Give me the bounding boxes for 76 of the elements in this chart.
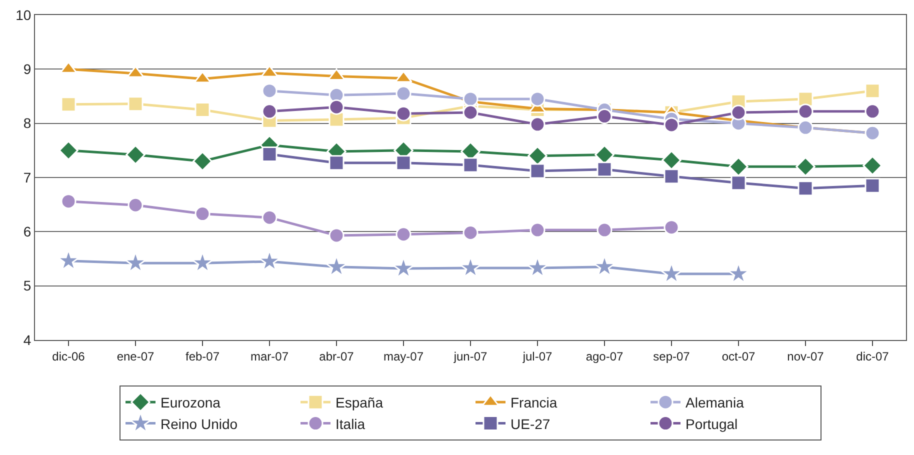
y-tick-label: 5 bbox=[23, 278, 32, 294]
legend-label: UE-27 bbox=[510, 416, 550, 432]
point bbox=[664, 117, 680, 133]
legend-label: Portugal bbox=[686, 416, 738, 432]
point bbox=[60, 96, 76, 112]
point bbox=[864, 83, 880, 99]
point bbox=[262, 210, 278, 226]
point bbox=[728, 156, 748, 177]
point bbox=[328, 99, 344, 115]
point bbox=[328, 112, 344, 128]
point bbox=[798, 104, 814, 120]
legend-label: Francia bbox=[510, 394, 558, 411]
point bbox=[192, 151, 212, 172]
point bbox=[862, 156, 882, 176]
x-tick-label: jun-07 bbox=[452, 349, 488, 364]
point bbox=[596, 162, 612, 178]
y-tick-label: 10 bbox=[16, 6, 32, 23]
x-tick-label: mar-07 bbox=[250, 349, 289, 364]
y-tick-label: 9 bbox=[23, 61, 32, 78]
point bbox=[262, 83, 278, 99]
point bbox=[194, 102, 210, 118]
x-tick-label: may-07 bbox=[383, 349, 424, 364]
x-tick-label: nov-07 bbox=[787, 349, 824, 364]
y-tick-label: 6 bbox=[23, 224, 32, 240]
point bbox=[664, 168, 680, 184]
x-tick-label: oct-07 bbox=[722, 349, 756, 364]
point bbox=[864, 178, 880, 194]
x-tick-label: sep-07 bbox=[653, 349, 690, 364]
legend-label: Eurozona bbox=[160, 394, 221, 411]
point bbox=[530, 91, 546, 107]
legend-label: Italia bbox=[336, 416, 366, 432]
point bbox=[730, 104, 746, 120]
x-tick-label: feb-07 bbox=[185, 349, 220, 364]
point bbox=[798, 120, 814, 136]
point bbox=[328, 155, 344, 171]
point bbox=[796, 156, 816, 177]
x-tick-label: jul-07 bbox=[522, 349, 552, 364]
point bbox=[662, 150, 682, 170]
point bbox=[60, 194, 76, 210]
point bbox=[396, 106, 412, 122]
x-tick-label: ene-07 bbox=[116, 349, 155, 364]
point bbox=[462, 225, 478, 240]
point bbox=[262, 104, 278, 120]
point bbox=[596, 108, 612, 124]
point bbox=[462, 157, 478, 173]
point bbox=[128, 96, 144, 112]
point bbox=[126, 144, 146, 165]
point bbox=[396, 226, 412, 242]
legend-label: España bbox=[336, 394, 384, 411]
point bbox=[262, 146, 278, 162]
point bbox=[128, 197, 144, 213]
y-tick-label: 8 bbox=[23, 115, 32, 132]
point bbox=[396, 86, 412, 102]
point bbox=[864, 125, 880, 141]
y-tick-label: 7 bbox=[23, 169, 32, 186]
point bbox=[798, 180, 814, 196]
point bbox=[462, 104, 478, 120]
point bbox=[530, 163, 546, 179]
x-tick-label: dic-07 bbox=[856, 349, 890, 364]
x-tick-label: abr-07 bbox=[319, 349, 354, 364]
y-tick-label: 4 bbox=[23, 332, 32, 348]
point bbox=[58, 140, 78, 160]
point bbox=[798, 91, 814, 107]
x-tick-label: ago-07 bbox=[586, 349, 624, 364]
point bbox=[596, 222, 612, 238]
x-tick-label: dic-06 bbox=[52, 349, 86, 364]
point bbox=[730, 175, 746, 191]
legend-label: Alemania bbox=[686, 394, 744, 411]
point bbox=[864, 104, 880, 120]
point bbox=[328, 228, 344, 244]
point bbox=[664, 220, 680, 236]
point bbox=[396, 155, 412, 171]
point bbox=[194, 206, 210, 222]
legend-label: Reino Unido bbox=[160, 416, 238, 432]
point bbox=[530, 116, 546, 132]
point bbox=[530, 222, 546, 238]
